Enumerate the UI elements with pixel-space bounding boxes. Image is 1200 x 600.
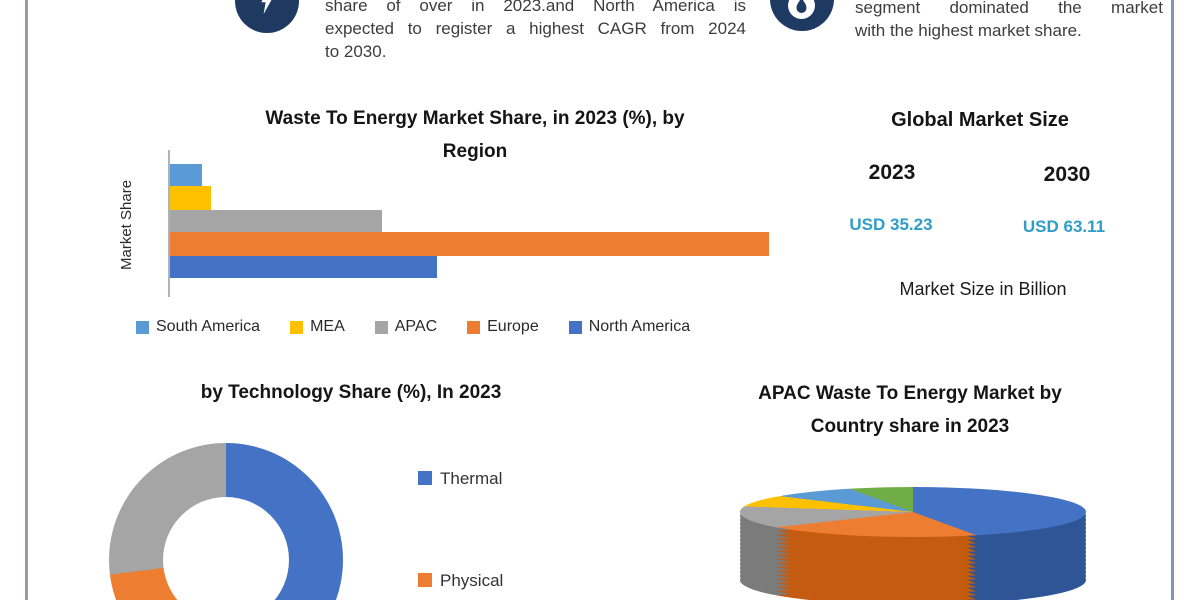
legend-swatch — [374, 320, 388, 334]
pie-top-face — [740, 487, 1086, 537]
bolt-glyph — [261, 0, 272, 15]
insight-left-line2: expected to register a highest CAGR from… — [325, 19, 746, 38]
legend-swatch — [290, 320, 304, 334]
pie-chart-title: APAC Waste To Energy Market by Country s… — [710, 377, 1110, 443]
market-size-caption: Market Size in Billion — [899, 279, 1067, 299]
pie-chart-title-line1: APAC Waste To Energy Market by — [758, 383, 1062, 404]
legend-item: South America — [136, 318, 260, 336]
bar-north-america — [170, 256, 437, 278]
legend-swatch — [467, 320, 481, 334]
market-size-year-2030: 2030 — [1043, 163, 1091, 186]
insight-right-text: segment dominated the market with the hi… — [855, 0, 1163, 42]
legend-label: Europe — [487, 318, 539, 335]
pie-chart-title-line2: Country share in 2023 — [810, 416, 1010, 437]
frame-left-border — [25, 0, 28, 600]
market-size-title: Global Market Size — [891, 109, 1069, 131]
donut-legend-label-thermal: Thermal — [440, 469, 503, 488]
donut-legend-swatch-physical — [418, 573, 432, 587]
insight-right-line1: segment dominated the market — [855, 0, 1163, 17]
bar-chart-axis — [168, 150, 170, 297]
bar-chart-legend: South America MEA APAC Europe North America — [136, 318, 796, 336]
market-size-year-2023: 2023 — [868, 161, 916, 184]
frame-right-border — [1171, 0, 1174, 600]
bar-south-america — [170, 164, 202, 186]
flame-drop-inner-circle — [788, 0, 815, 19]
lightning-bolt-icon — [235, 0, 299, 33]
bar-apac — [170, 210, 382, 232]
drop-glyph — [796, 0, 807, 13]
insight-left-line3: to 2030. — [325, 42, 387, 61]
legend-label: South America — [156, 318, 261, 335]
legend-swatch — [136, 320, 149, 334]
legend-swatch — [568, 320, 582, 334]
pie-3d-chart — [740, 487, 1086, 600]
legend-item: North America — [568, 318, 691, 336]
insight-left-line1: share of over in 2023.and North America … — [325, 0, 746, 15]
bar-chart-plot-area — [170, 164, 780, 278]
bar-europe — [170, 232, 769, 256]
donut-chart-title: by Technology Share (%), In 2023 — [200, 382, 502, 403]
legend-label: MEA — [310, 318, 345, 335]
legend-label: North America — [588, 318, 691, 335]
bar-chart-title-line2: Region — [442, 141, 508, 162]
bar-mea — [170, 186, 211, 210]
market-size-value-2023: USD 35.23 — [849, 215, 933, 234]
insight-left-text: share of over in 2023.and North America … — [325, 0, 746, 63]
donut-hole — [163, 497, 289, 600]
donut-legend-swatch-thermal — [418, 471, 432, 485]
legend-item: Europe — [467, 318, 539, 336]
bar-chart-title-line1: Waste To Energy Market Share, in 2023 (%… — [265, 108, 685, 129]
legend-item: APAC — [374, 318, 438, 336]
legend-label: APAC — [394, 318, 438, 335]
market-size-value-2030: USD 63.11 — [1022, 217, 1106, 236]
legend-item: MEA — [290, 318, 345, 336]
donut-chart — [109, 443, 343, 600]
donut-legend-label-physical: Physical — [440, 571, 504, 590]
flame-drop-icon — [770, 0, 834, 31]
bar-chart-title: Waste To Energy Market Share, in 2023 (%… — [175, 102, 775, 168]
insight-right-line2: with the highest market share. — [855, 21, 1082, 40]
bar-chart-y-axis-label: Market Share — [118, 179, 135, 270]
